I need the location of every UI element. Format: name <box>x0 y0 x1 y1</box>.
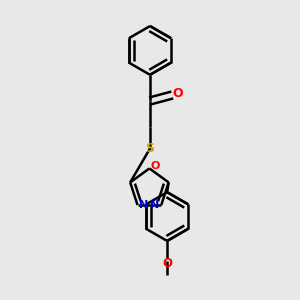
Text: N: N <box>140 200 149 210</box>
Text: O: O <box>162 257 172 270</box>
Text: O: O <box>150 161 159 171</box>
Text: N: N <box>150 200 159 210</box>
Text: O: O <box>172 87 183 100</box>
Text: S: S <box>146 142 154 155</box>
